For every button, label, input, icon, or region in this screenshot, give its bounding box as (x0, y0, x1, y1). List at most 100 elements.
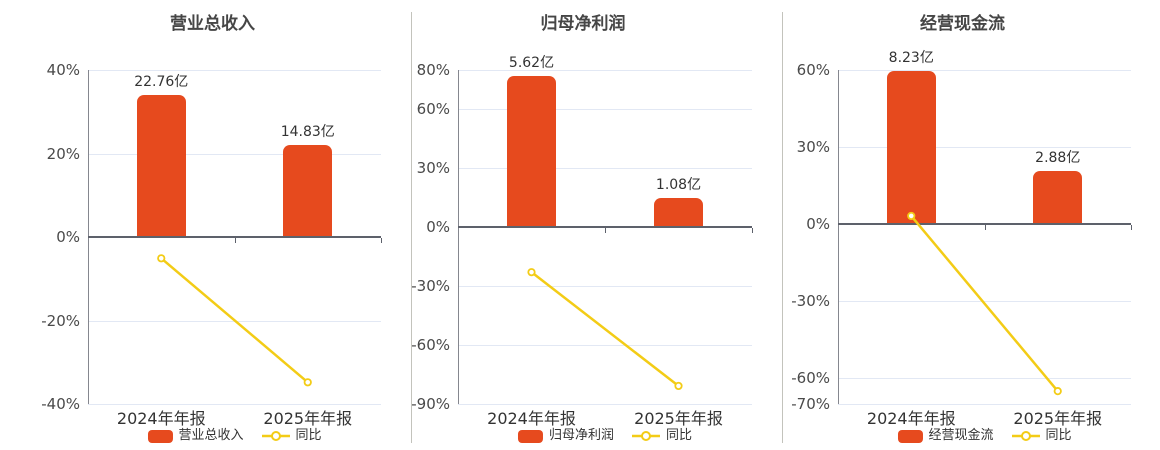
chart-panel-net-profit: 归母净利润 80% 60% 30% 0% -30% -60% -90% 5.62亿 1.08亿 2… (411, 0, 782, 450)
y-axis-tick-label: 80% (416, 61, 450, 79)
yoy-line-marker[interactable] (527, 268, 536, 277)
legend-label: 营业总收入 (178, 428, 244, 443)
legend-item-同比[interactable]: 同比 (261, 427, 322, 445)
y-axis-tick-label: 30% (416, 159, 450, 178)
gridline (838, 404, 1131, 405)
gridline (838, 70, 1131, 71)
bar-value-label: 1.08亿 (655, 177, 702, 194)
y-axis-line (838, 70, 839, 404)
bar-2025年年报[interactable] (283, 144, 333, 237)
panel-divider (782, 12, 783, 443)
x-axis-tick (752, 228, 753, 234)
gridline (88, 70, 381, 71)
chart-panel-cash-flow: 经营现金流 60% 30% 0% -30% -60% -70% 8.23亿 2.88亿 2024… (782, 0, 1160, 450)
gridline (458, 168, 752, 170)
y-axis-tick-label: -60% (411, 336, 450, 355)
bar-value-label: 5.62亿 (508, 55, 555, 72)
bar-2024年年报[interactable] (136, 95, 186, 237)
y-axis-tick-label: -40% (41, 395, 80, 413)
bar-series-swatch-icon (517, 429, 543, 443)
y-axis-tick-label: 60% (416, 100, 450, 119)
x-axis-tick (1131, 225, 1132, 231)
line-series-icon (261, 431, 290, 441)
chart-title: 经营现金流 (920, 14, 1005, 34)
x-axis-tick (605, 228, 606, 234)
chart-panel-revenue: 营业总收入 40% 20% 0% -20% -40% 22.76亿 14.83亿 2024年年… (0, 0, 411, 450)
bar-value-label: 8.23亿 (888, 50, 934, 67)
legend-label: 同比 (1045, 428, 1072, 443)
legend: 归母净利润 同比 (517, 427, 692, 445)
yoy-line-marker[interactable] (157, 254, 166, 263)
x-axis-label: 2025年年报 (634, 409, 723, 428)
y-axis-tick-label: -90% (411, 395, 450, 413)
x-axis-label: 2024年年报 (487, 409, 576, 428)
bar-series-swatch-icon (897, 429, 923, 443)
legend-item-营业总收入[interactable]: 营业总收入 (147, 427, 244, 445)
y-axis-tick-label: 0% (56, 228, 80, 246)
yoy-line (910, 215, 1059, 392)
legend-label: 同比 (666, 428, 693, 443)
x-axis-tick (381, 238, 382, 243)
y-axis-tick-label: -30% (411, 277, 450, 296)
bar-2025年年报[interactable] (654, 198, 703, 228)
yoy-line-marker[interactable] (1053, 387, 1062, 396)
yoy-line-marker[interactable] (907, 211, 916, 221)
gridline (458, 345, 752, 347)
y-axis-tick-label: -60% (791, 369, 830, 388)
yoy-line-marker[interactable] (674, 381, 683, 391)
chart-title: 营业总收入 (170, 14, 255, 34)
gridline (838, 378, 1131, 380)
bar-value-label: 2.88亿 (1035, 149, 1081, 166)
gridline (838, 147, 1131, 149)
zero-axis-line (88, 236, 381, 238)
yoy-line-marker[interactable] (303, 378, 312, 387)
yoy-line (530, 271, 680, 387)
gridline (458, 286, 752, 288)
legend-item-同比[interactable]: 同比 (632, 427, 692, 445)
x-axis-label: 2024年年报 (116, 409, 206, 428)
bar-2024年年报[interactable] (886, 71, 936, 225)
y-axis-line (458, 70, 459, 404)
yoy-line-layer (157, 254, 312, 387)
panel-divider (411, 12, 412, 443)
chart-title: 归母净利润 (540, 14, 626, 34)
x-axis-tick (984, 225, 986, 231)
x-axis-label: 2025年年报 (263, 409, 353, 428)
gridline (88, 404, 381, 405)
y-axis-tick-label: -20% (41, 311, 80, 330)
legend-label: 同比 (295, 428, 322, 443)
bar-value-label: 22.76亿 (134, 74, 189, 91)
gridline (458, 109, 752, 111)
y-axis-tick-label: 0% (426, 218, 450, 237)
bar-2025年年报[interactable] (1033, 170, 1083, 225)
zero-axis-line (458, 226, 752, 229)
bar-series-swatch-icon (147, 429, 173, 443)
yoy-line-layer (907, 211, 1062, 396)
y-axis-tick-label: 20% (46, 144, 80, 163)
x-axis-tick (234, 238, 236, 243)
zero-axis-line (838, 223, 1131, 226)
gridline (458, 70, 752, 71)
x-axis-label: 2025年年报 (1013, 409, 1103, 428)
y-axis-tick-label: -30% (791, 292, 830, 311)
bar-value-label: 14.83亿 (280, 123, 335, 140)
line-series-icon (1011, 431, 1040, 441)
legend-label: 归母净利润 (548, 428, 614, 443)
yoy-line (160, 257, 309, 384)
y-axis-tick-label: -70% (791, 395, 830, 413)
legend-item-经营现金流[interactable]: 经营现金流 (897, 427, 994, 445)
bar-2024年年报[interactable] (507, 76, 556, 228)
legend: 经营现金流 同比 (897, 427, 1072, 445)
legend-label: 经营现金流 (928, 428, 994, 443)
x-axis-label: 2024年年报 (866, 409, 956, 428)
yoy-line-layer (527, 268, 683, 391)
y-axis-tick-label: 30% (796, 138, 830, 157)
legend-item-归母净利润[interactable]: 归母净利润 (517, 427, 614, 445)
legend: 营业总收入 同比 (147, 427, 322, 445)
y-axis-tick-label: 40% (46, 61, 80, 79)
line-series-icon (632, 431, 660, 441)
gridline (458, 404, 752, 405)
y-axis-tick-label: 60% (796, 61, 830, 79)
legend-item-同比[interactable]: 同比 (1011, 427, 1072, 445)
